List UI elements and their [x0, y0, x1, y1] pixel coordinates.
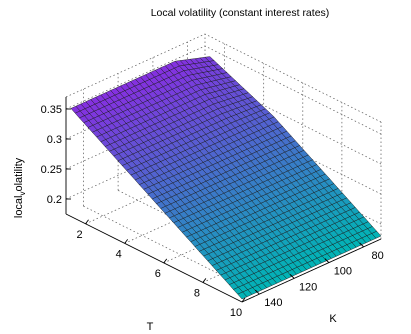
x-ticks: 80 100 120 140 [255, 242, 384, 309]
z-axis-label: localvolatility [13, 157, 27, 218]
x-tick-label: 120 [299, 281, 317, 293]
x-axis-label: K [329, 313, 337, 325]
y-ticks: 2 4 6 8 10 [76, 219, 246, 319]
x-tick-label: 100 [334, 266, 352, 278]
x-axis-line [241, 238, 382, 303]
z-axis-label-main: local [13, 196, 25, 219]
grid-line-k-floor [83, 205, 260, 295]
z-axis-label-sub: v [18, 192, 27, 196]
y-tick [202, 278, 207, 283]
y-tick [124, 239, 129, 244]
y-tick-label: 6 [155, 268, 161, 280]
z-axis-label-tail: olatility [13, 157, 25, 191]
y-axis-label: T [147, 321, 154, 333]
surface [70, 56, 382, 300]
y-tick-label: 4 [116, 248, 122, 260]
x-tick-label: 140 [264, 297, 282, 309]
grid-line-k-floor [117, 190, 295, 279]
y-axis-line [65, 213, 243, 303]
y-tick [241, 297, 246, 303]
x-tick [289, 274, 295, 279]
z-ticks: 0.2 0.25 0.3 0.35 [41, 104, 71, 206]
surface-patch [237, 291, 248, 300]
y-tick-label: 8 [194, 287, 200, 299]
y-tick-label: 10 [230, 307, 242, 319]
x-tick [255, 289, 260, 295]
x-tick-label: 80 [372, 250, 384, 262]
y-tick [163, 258, 168, 264]
z-tick-label: 0.2 [47, 194, 62, 206]
y-tick-label: 2 [76, 229, 82, 241]
z-tick-label: 0.3 [47, 134, 62, 146]
axes [65, 97, 382, 303]
chart-title: Local volatility (constant interest rate… [151, 7, 330, 19]
x-tick [324, 258, 330, 263]
z-tick-label: 0.35 [41, 104, 62, 116]
x-tick [359, 242, 364, 248]
z-tick-label: 0.25 [41, 164, 62, 176]
y-tick [85, 219, 89, 225]
